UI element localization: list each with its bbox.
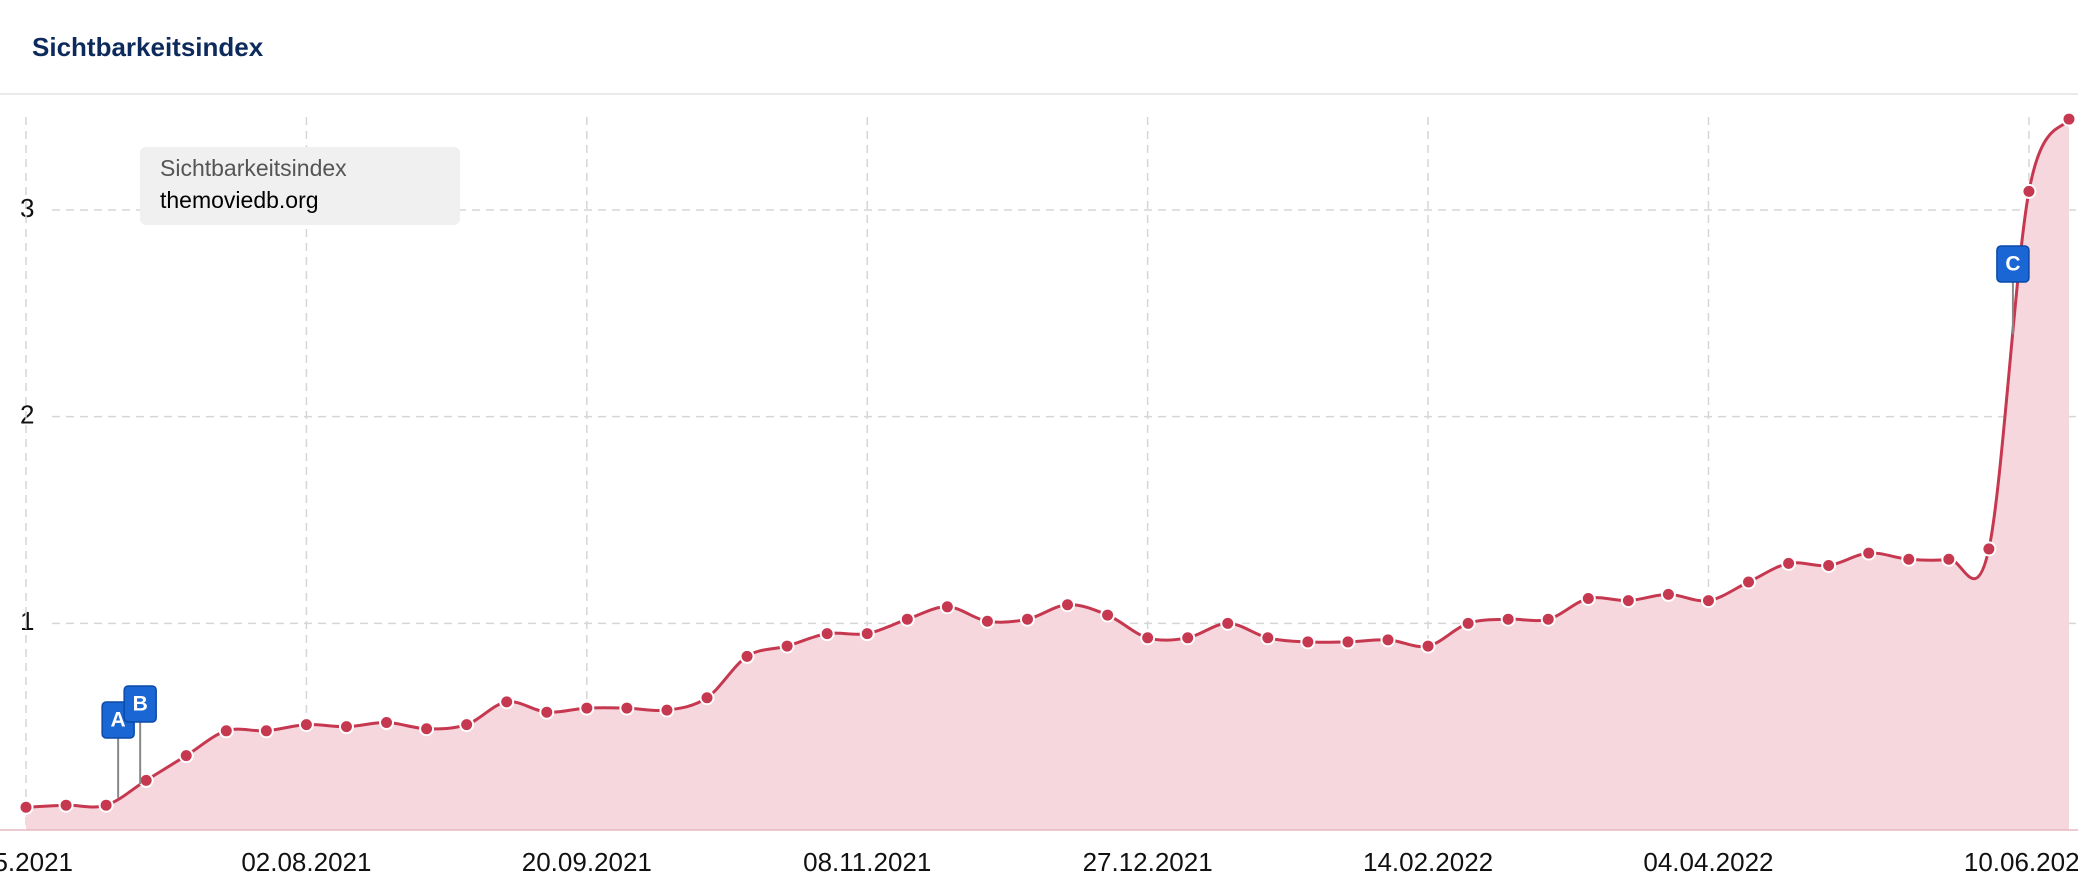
point xyxy=(619,700,635,716)
point xyxy=(1100,607,1116,623)
point xyxy=(1901,551,1917,567)
point xyxy=(1300,634,1316,650)
point xyxy=(18,799,34,815)
x-tick-label: 27.12.2021 xyxy=(1083,847,1213,877)
x-tick-label: 05.2021 xyxy=(0,847,73,877)
point xyxy=(138,772,154,788)
x-tick-label: 20.09.2021 xyxy=(522,847,652,877)
point xyxy=(579,700,595,716)
point xyxy=(699,690,715,706)
point xyxy=(1821,557,1837,573)
point xyxy=(379,715,395,731)
point xyxy=(338,719,354,735)
point xyxy=(979,613,995,629)
x-tick-label: 08.11.2021 xyxy=(803,847,931,877)
y-tick-label: 2 xyxy=(20,400,34,430)
point xyxy=(499,694,515,710)
annotation-marker xyxy=(1996,245,2030,283)
point xyxy=(178,748,194,764)
point xyxy=(298,717,314,733)
point xyxy=(819,626,835,642)
x-tick-label: 10.06.2022 xyxy=(1964,847,2078,877)
point xyxy=(899,611,915,627)
point xyxy=(2021,183,2037,199)
point xyxy=(1340,634,1356,650)
x-tick-label: 04.04.2022 xyxy=(1643,847,1773,877)
point xyxy=(1981,541,1997,557)
point xyxy=(1180,630,1196,646)
x-tick-label: 14.02.2022 xyxy=(1363,847,1493,877)
x-tick-label: 02.08.2021 xyxy=(241,847,371,877)
point xyxy=(419,721,435,737)
point xyxy=(1580,591,1596,607)
point xyxy=(2061,111,2077,127)
point xyxy=(1781,555,1797,571)
point xyxy=(1861,545,1877,561)
point xyxy=(1420,638,1436,654)
point xyxy=(659,702,675,718)
point xyxy=(1380,632,1396,648)
point xyxy=(1019,611,1035,627)
point xyxy=(539,704,555,720)
point xyxy=(218,723,234,739)
annotation-label: B xyxy=(133,693,148,716)
point xyxy=(1540,611,1556,627)
point xyxy=(1741,574,1757,590)
annotation-marker xyxy=(123,685,157,723)
point xyxy=(779,638,795,654)
legend-entry: themoviedb.org xyxy=(160,187,319,213)
point xyxy=(1460,615,1476,631)
point xyxy=(1140,630,1156,646)
chart-title: Sichtbarkeitsindex xyxy=(32,32,264,62)
point xyxy=(459,717,475,733)
point xyxy=(258,723,274,739)
area xyxy=(26,119,2069,831)
point xyxy=(1060,597,1076,613)
point xyxy=(58,797,74,813)
y-tick-label: 1 xyxy=(20,606,34,636)
point xyxy=(1660,586,1676,602)
point xyxy=(1500,611,1516,627)
point xyxy=(739,648,755,664)
point xyxy=(1700,593,1716,609)
point xyxy=(939,599,955,615)
annotation-label: A xyxy=(111,709,126,732)
annotation-label: C xyxy=(2005,253,2020,276)
legend-box xyxy=(140,147,460,225)
legend-title: Sichtbarkeitsindex xyxy=(160,155,347,181)
point xyxy=(1620,593,1636,609)
point xyxy=(1260,630,1276,646)
point xyxy=(1220,615,1236,631)
point xyxy=(1941,551,1957,567)
point xyxy=(859,626,875,642)
y-tick-label: 3 xyxy=(20,193,34,223)
point xyxy=(98,797,114,813)
